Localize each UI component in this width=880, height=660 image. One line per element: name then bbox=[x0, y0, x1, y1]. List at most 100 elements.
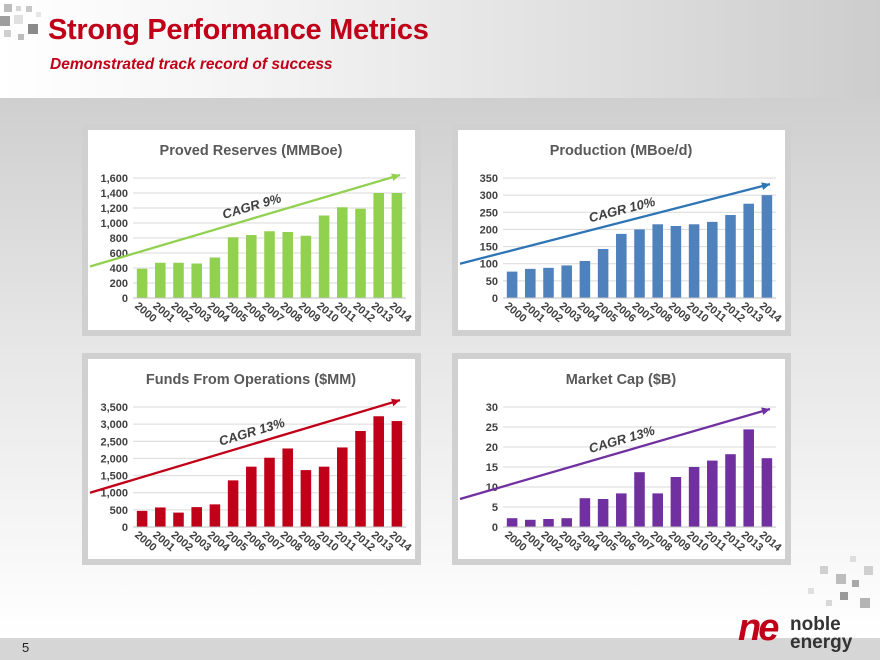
chart-panel-production: Production (MBoe/d) 0 50 100 150 200 250 300 350… bbox=[452, 124, 791, 336]
logo-word-energy: energy bbox=[790, 632, 853, 653]
bar-2007 bbox=[634, 472, 645, 527]
chart-panel-market-cap: Market Cap ($B) 0 5 10 15 20 25 30 2000 2001 2002 2… bbox=[452, 353, 791, 565]
y-tick-label: 300 bbox=[480, 190, 498, 202]
bar-2009 bbox=[670, 477, 682, 527]
chart-funds-from-operations: Funds From Operations ($MM) 0 500 1,000 1,50… bbox=[89, 372, 414, 555]
y-tick-label: 2,500 bbox=[100, 436, 128, 448]
trend-line bbox=[89, 173, 401, 268]
chart-production: Production (MBoe/d) 0 50 100 150 200 250 300 350… bbox=[459, 143, 784, 326]
y-tick-label: 400 bbox=[110, 263, 128, 275]
bar-2014 bbox=[391, 421, 403, 527]
y-tick-label: 150 bbox=[480, 242, 498, 254]
bar-2007 bbox=[264, 231, 275, 298]
bar-2005 bbox=[227, 237, 239, 298]
y-tick-label: 3,500 bbox=[100, 402, 128, 414]
bar-2010 bbox=[318, 466, 330, 527]
y-tick-label: 30 bbox=[486, 402, 498, 414]
bar-2003 bbox=[191, 263, 202, 298]
chart-title: Production (MBoe/d) bbox=[550, 143, 693, 159]
cagr-label: CAGR 9% bbox=[221, 190, 284, 222]
bar-2002 bbox=[173, 512, 184, 527]
bar-2008 bbox=[282, 448, 293, 527]
header-band bbox=[0, 0, 880, 98]
bar-2013 bbox=[743, 203, 754, 298]
bar-2010 bbox=[688, 224, 700, 298]
y-tick-label: 1,200 bbox=[100, 203, 128, 215]
bar-2013 bbox=[743, 429, 754, 527]
y-tick-label: 200 bbox=[110, 278, 128, 290]
bar-2000 bbox=[136, 268, 148, 298]
trend-line bbox=[459, 407, 771, 501]
chart-title: Market Cap ($B) bbox=[566, 372, 677, 388]
bar-2012 bbox=[355, 208, 366, 298]
bar-2000 bbox=[506, 271, 518, 298]
bar-2013 bbox=[373, 193, 384, 298]
y-tick-label: 20 bbox=[486, 442, 498, 454]
page-number: 5 bbox=[22, 640, 30, 655]
bar-2011 bbox=[337, 207, 348, 298]
y-tick-label: 0 bbox=[492, 522, 498, 534]
bar-2010 bbox=[318, 215, 330, 298]
bar-2005 bbox=[597, 499, 609, 527]
chart-market-cap: Market Cap ($B)0510152025302000200120022… bbox=[459, 372, 784, 555]
bar-2001 bbox=[155, 507, 166, 527]
chart-panel-proved-reserves: Proved Reserves (MMBoe) 0 200 400 600 800 1,00… bbox=[82, 124, 421, 336]
bar-2012 bbox=[725, 454, 736, 527]
trend-arrowhead bbox=[761, 407, 770, 416]
y-tick-label: 800 bbox=[110, 233, 128, 245]
y-tick-label: 0 bbox=[492, 293, 498, 305]
bar-2011 bbox=[707, 460, 718, 527]
logo-word-noble: noble bbox=[790, 614, 841, 635]
bar-2006 bbox=[246, 466, 257, 527]
y-tick-label: 3,000 bbox=[100, 419, 128, 431]
bar-2008 bbox=[282, 232, 293, 298]
bar-2002 bbox=[173, 262, 184, 298]
bar-2009 bbox=[670, 226, 682, 298]
trend-arrowhead bbox=[761, 182, 770, 190]
bar-2004 bbox=[579, 260, 591, 298]
y-tick-label: 25 bbox=[486, 422, 498, 434]
noble-energy-logo: ne noble energy bbox=[738, 607, 868, 653]
page-subtitle: Demonstrated track record of success bbox=[50, 56, 333, 73]
bar-2006 bbox=[616, 233, 627, 298]
y-tick-label: 200 bbox=[480, 224, 498, 236]
bar-2014 bbox=[761, 458, 773, 527]
bar-2004 bbox=[209, 257, 221, 298]
bar-2000 bbox=[506, 518, 518, 527]
y-tick-label: 2,000 bbox=[100, 453, 128, 465]
bar-2008 bbox=[652, 493, 663, 527]
y-tick-label: 0 bbox=[122, 293, 128, 305]
bar-2001 bbox=[525, 519, 536, 527]
bar-2008 bbox=[652, 224, 663, 298]
chart-panel-funds-from-operations: Funds From Operations ($MM) 0 500 1,000 1,50… bbox=[82, 353, 421, 565]
bar-2014 bbox=[761, 195, 773, 298]
bar-2003 bbox=[561, 518, 572, 527]
bar-2002 bbox=[543, 267, 554, 298]
bar-2003 bbox=[191, 507, 202, 527]
bar-2005 bbox=[597, 248, 609, 298]
y-tick-label: 100 bbox=[480, 259, 498, 271]
bar-2010 bbox=[688, 467, 700, 527]
bar-2007 bbox=[264, 457, 275, 527]
bar-2014 bbox=[391, 193, 403, 298]
bar-2002 bbox=[543, 519, 554, 527]
bar-2000 bbox=[136, 510, 148, 527]
y-tick-label: 350 bbox=[480, 173, 498, 185]
y-tick-label: 1,000 bbox=[100, 218, 128, 230]
cagr-label: CAGR 10% bbox=[587, 194, 657, 226]
y-tick-label: 50 bbox=[486, 276, 498, 288]
trend-arrowhead bbox=[391, 398, 400, 407]
bar-2011 bbox=[337, 447, 348, 527]
bar-2013 bbox=[373, 416, 384, 527]
page-title: Strong Performance Metrics bbox=[48, 14, 429, 46]
bar-2012 bbox=[355, 431, 366, 527]
y-tick-label: 1,000 bbox=[100, 488, 128, 500]
bar-2004 bbox=[579, 498, 591, 527]
bar-2009 bbox=[300, 235, 312, 298]
logo-mark: ne bbox=[738, 607, 779, 649]
trend-arrowhead bbox=[391, 173, 400, 182]
bar-2006 bbox=[246, 235, 257, 298]
bar-2001 bbox=[525, 268, 536, 298]
chart-title: Proved Reserves (MMBoe) bbox=[160, 143, 343, 159]
bar-2001 bbox=[155, 262, 166, 298]
